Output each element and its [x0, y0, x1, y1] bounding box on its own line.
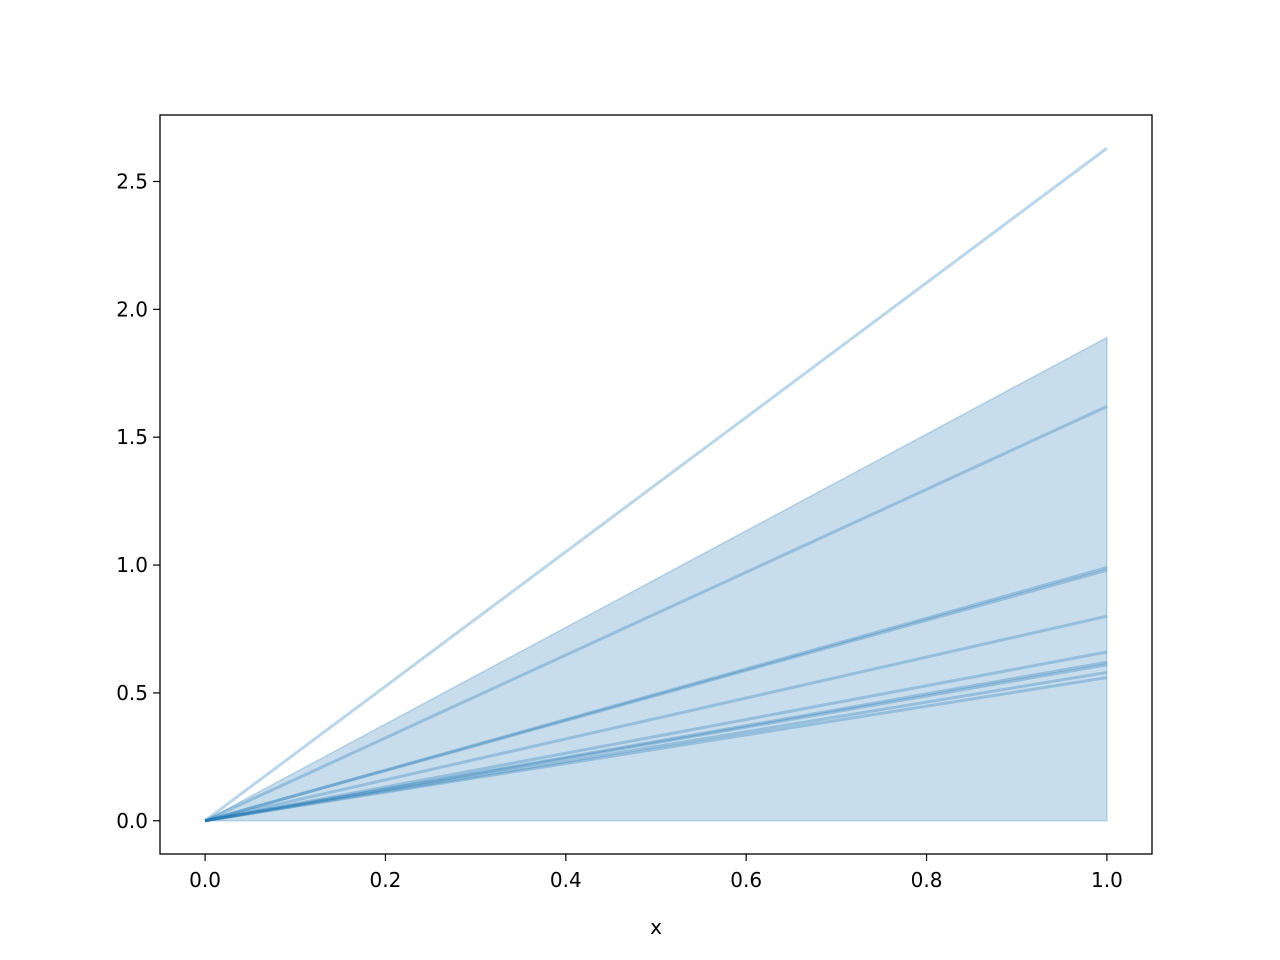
y-tick-label: 0.5: [116, 681, 148, 705]
series-line-9: [204, 676, 1108, 823]
series-line-6: [204, 660, 1108, 823]
x-tick-label: 0.8: [911, 868, 943, 892]
series-line-1: [204, 405, 1108, 823]
y-axis: 0.0 0.5 1.0 1.5 2.0 2.5: [116, 169, 160, 833]
series-line-7: [204, 663, 1108, 823]
series-line-0: [204, 147, 1108, 822]
series-line-2: [204, 566, 1108, 823]
x-tick-label: 0.4: [550, 868, 582, 892]
axes-frame: [159, 114, 1153, 855]
y-tick-label: 1.5: [116, 425, 148, 449]
y-tick-label: 2.0: [116, 297, 148, 321]
series-line-4: [204, 614, 1108, 823]
plot-area: [204, 147, 1108, 823]
series-line-3: [204, 568, 1108, 823]
x-tick-label: 0.6: [730, 868, 762, 892]
x-tick-label: 0.2: [370, 868, 402, 892]
x-axis-label: x: [650, 915, 662, 939]
x-tick-label: 1.0: [1091, 868, 1123, 892]
x-tick-label: 0.0: [189, 868, 221, 892]
confidence-band: [204, 336, 1108, 822]
x-axis: 0.0 0.2 0.4 0.6 0.8 1.0: [189, 854, 1123, 892]
y-tick-label: 1.0: [116, 553, 148, 577]
y-tick-label: 2.5: [116, 169, 148, 193]
y-tick-label: 0.0: [116, 809, 148, 833]
series-line-8: [204, 670, 1108, 823]
series-line-5: [204, 650, 1108, 823]
